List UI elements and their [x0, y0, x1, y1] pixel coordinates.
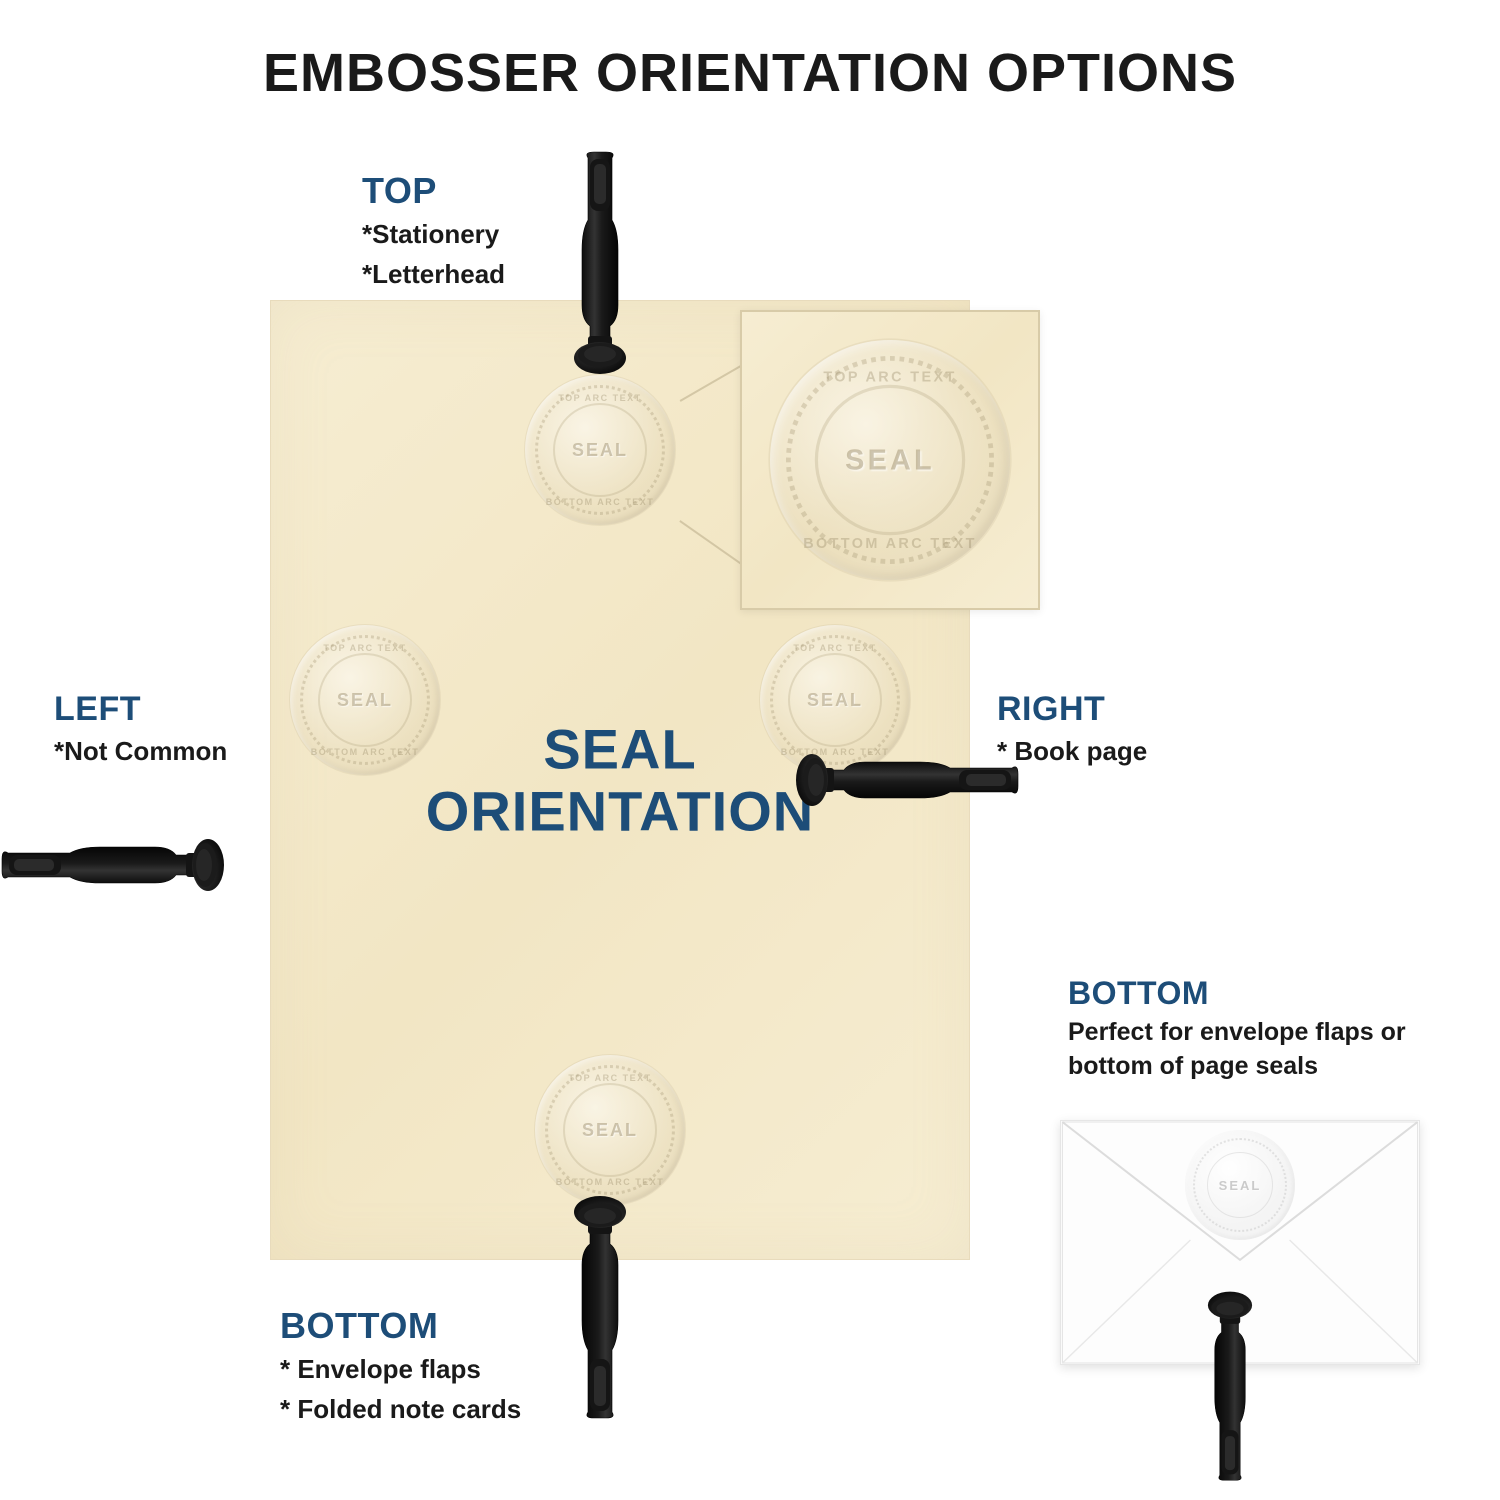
- seal-arc-top: TOP ARC TEXT: [535, 1073, 685, 1083]
- embosser-top: [570, 150, 630, 390]
- seal-arc-top: TOP ARC TEXT: [760, 643, 910, 653]
- seal-center-text: SEAL: [807, 690, 863, 711]
- label-right-line1: * Book page: [997, 733, 1147, 769]
- seal-center-text: SEAL: [582, 1120, 638, 1141]
- seal-center-text: SEAL: [1219, 1178, 1262, 1193]
- seal-arc-bottom: BOTTOM ARC TEXT: [525, 497, 675, 507]
- label-bottom-detail-line1: Perfect for envelope flaps or bottom of …: [1068, 1016, 1488, 1084]
- seal-top: TOP ARC TEXT SEAL BOTTOM ARC TEXT: [525, 375, 675, 525]
- label-top-line2: *Letterhead: [362, 256, 505, 292]
- page-title: EMBOSSER ORIENTATION OPTIONS: [0, 42, 1500, 104]
- seal-bottom: TOP ARC TEXT SEAL BOTTOM ARC TEXT: [535, 1055, 685, 1205]
- seal-arc-bottom: BOTTOM ARC TEXT: [290, 747, 440, 757]
- seal-center-text: SEAL: [572, 440, 628, 461]
- label-left-title: LEFT: [54, 690, 227, 729]
- seal-center-text: SEAL: [337, 690, 393, 711]
- center-line2: ORIENTATION: [426, 780, 814, 842]
- label-bottom-line1: * Envelope flaps: [280, 1351, 521, 1387]
- embosser-right: [780, 750, 1020, 810]
- seal-arc-bottom: BOTTOM ARC TEXT: [535, 1177, 685, 1187]
- seal-arc-bottom: BOTTOM ARC TEXT: [760, 747, 910, 757]
- label-bottom: BOTTOM * Envelope flaps * Folded note ca…: [280, 1305, 521, 1428]
- seal-left: TOP ARC TEXT SEAL BOTTOM ARC TEXT: [290, 625, 440, 775]
- center-line1: SEAL: [426, 718, 814, 780]
- label-top: TOP *Stationery *Letterhead: [362, 170, 505, 293]
- label-left-line1: *Not Common: [54, 733, 227, 769]
- label-bottom-detail: BOTTOM Perfect for envelope flaps or bot…: [1068, 975, 1488, 1084]
- embosser-envelope: [1205, 1278, 1256, 1482]
- seal-right: TOP ARC TEXT SEAL BOTTOM ARC TEXT: [760, 625, 910, 775]
- label-bottom-title: BOTTOM: [280, 1305, 521, 1347]
- zoom-seal: TOP ARC TEXT SEAL BOTTOM ARC TEXT: [770, 340, 1010, 580]
- label-bottom-line2: * Folded note cards: [280, 1391, 521, 1427]
- center-label: SEAL ORIENTATION: [426, 718, 814, 841]
- seal-arc-bottom: BOTTOM ARC TEXT: [770, 535, 1010, 551]
- embosser-left: [0, 835, 240, 895]
- envelope-seal: SEAL: [1185, 1130, 1295, 1240]
- label-bottom-detail-title: BOTTOM: [1068, 975, 1488, 1012]
- label-top-title: TOP: [362, 170, 505, 212]
- label-right: RIGHT * Book page: [997, 690, 1147, 769]
- label-right-title: RIGHT: [997, 690, 1147, 729]
- seal-arc-top: TOP ARC TEXT: [525, 393, 675, 403]
- seal-arc-top: TOP ARC TEXT: [770, 369, 1010, 385]
- label-left: LEFT *Not Common: [54, 690, 227, 769]
- embosser-bottom: [570, 1180, 630, 1420]
- seal-arc-top: TOP ARC TEXT: [290, 643, 440, 653]
- label-top-line1: *Stationery: [362, 216, 505, 252]
- seal-center-text: SEAL: [845, 443, 935, 477]
- zoom-detail-panel: TOP ARC TEXT SEAL BOTTOM ARC TEXT: [740, 310, 1040, 610]
